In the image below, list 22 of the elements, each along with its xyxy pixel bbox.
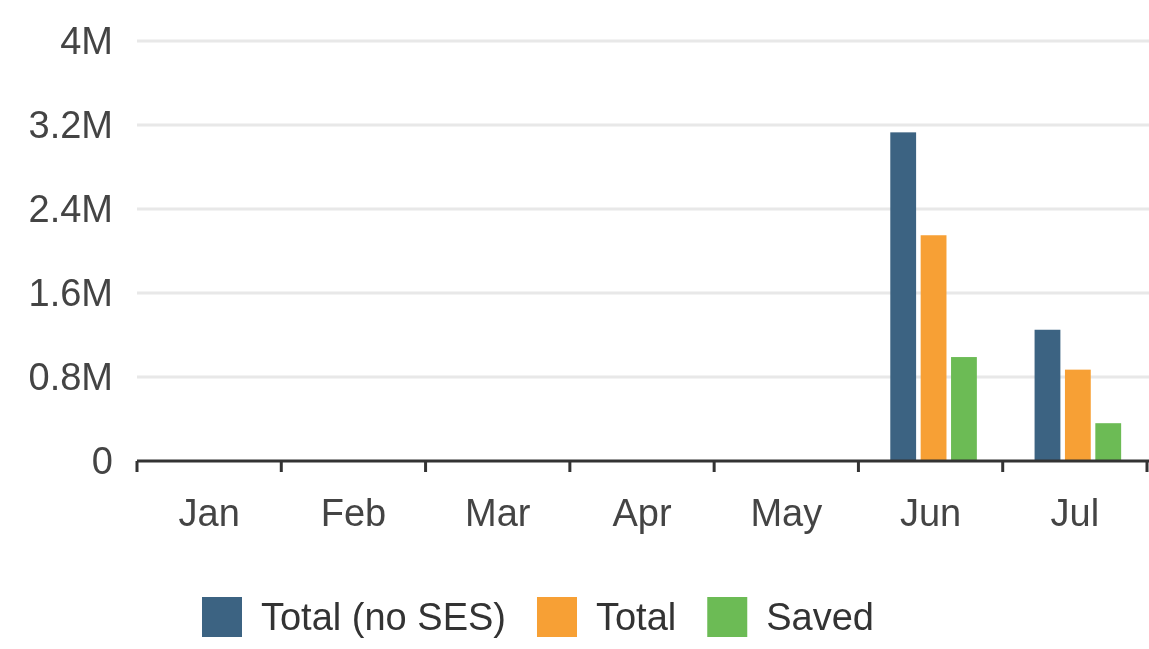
bar [1034, 329, 1061, 461]
bar [1095, 423, 1122, 461]
y-tick-label: 1.6M [28, 272, 113, 314]
y-tick-label: 0 [91, 440, 113, 482]
bar [1064, 369, 1091, 461]
bar [951, 357, 977, 461]
legend-label: Saved [766, 596, 875, 638]
y-tick-label: 2.4M [28, 188, 113, 230]
x-tick-label: Apr [612, 492, 672, 534]
bar [890, 132, 917, 461]
x-tick-label: May [750, 492, 823, 534]
y-tick-label: 0.8M [28, 356, 113, 398]
bar [920, 235, 947, 461]
x-tick-label: Jul [1050, 492, 1100, 534]
y-tick-label: 3.2M [28, 104, 113, 146]
x-tick-label: Jan [178, 492, 240, 534]
x-tick-label: Feb [320, 492, 387, 534]
legend-label: Total [595, 596, 677, 638]
x-tick-label: Jun [899, 492, 962, 534]
legend-label: Total (no SES) [260, 596, 506, 638]
y-tick-label: 4M [60, 20, 113, 62]
x-tick-label: Mar [464, 492, 531, 534]
